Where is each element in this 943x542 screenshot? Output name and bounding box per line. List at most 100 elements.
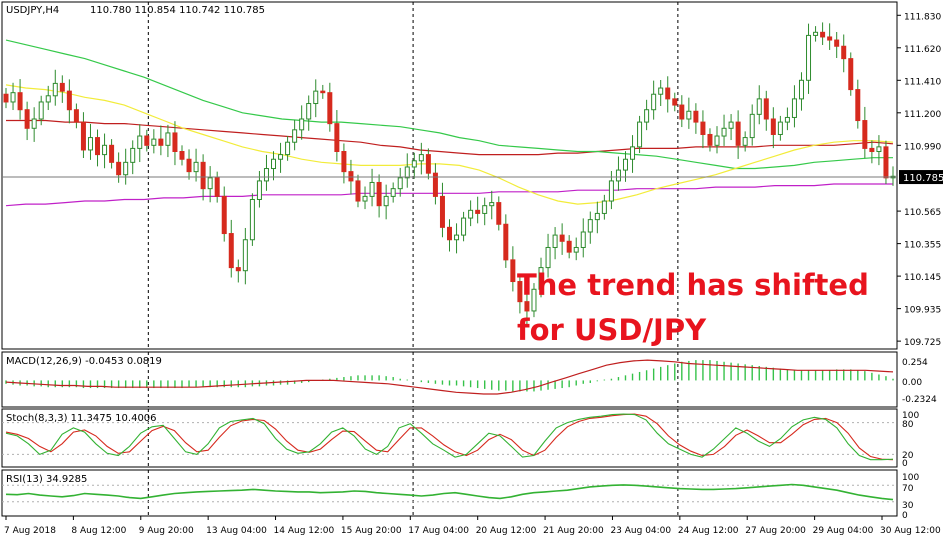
candle-up (728, 121, 734, 129)
candle-down (834, 39, 840, 47)
candle-down (432, 172, 438, 197)
candle-down (770, 118, 776, 135)
price-tick-label: 110.990 (904, 142, 941, 152)
candle-up (454, 234, 460, 241)
ma-mid-line (5, 39, 893, 170)
ma-long-line (5, 183, 893, 207)
stoch-main-line (5, 413, 894, 461)
candle-down (355, 180, 361, 202)
candle-up (594, 212, 600, 221)
candle-up (31, 118, 37, 129)
candle-down (59, 82, 65, 92)
stoch-tick-20: 20 (902, 451, 914, 461)
candle-up (369, 181, 375, 197)
price-tick-label: 111.200 (904, 110, 941, 120)
candle-down (186, 158, 192, 173)
candle-up (489, 202, 495, 207)
annotation-line-1: The trend has shifted (517, 268, 869, 302)
candle-down (559, 234, 565, 242)
candle-up (10, 92, 16, 103)
candle-down (80, 121, 86, 151)
symbol-header: USDJPY,H4 (6, 5, 59, 16)
candle-down (334, 123, 340, 153)
candle-up (482, 205, 488, 214)
time-tick-label: 7 Aug 2018 (4, 526, 56, 536)
candle-up (38, 101, 44, 120)
stoch-signal-line (5, 413, 894, 461)
price-tick-label: 110.145 (904, 273, 941, 283)
time-tick-label: 30 Aug 12:00 (880, 526, 941, 536)
candle-up (630, 146, 636, 160)
candle-down (66, 90, 72, 111)
candle-up (299, 118, 305, 131)
candle-down (517, 281, 523, 303)
candle-down (341, 151, 347, 173)
stochastic-pane[interactable]: Stoch(8,3,3) 11.3475 10.4006 100 80 20 0 (1, 408, 919, 469)
stochastic-header: Stoch(8,3,3) 11.3475 10.4006 (6, 413, 157, 424)
rsi-pane-border (1, 469, 898, 517)
candle-up (383, 195, 389, 207)
macd-signal-line (5, 359, 894, 395)
candle-down (475, 209, 481, 214)
candle-up (545, 246, 551, 269)
candle-up (468, 209, 474, 219)
macd-pane[interactable]: MACD(12,26,9) -0.0453 0.0819 0.254 0.00 … (1, 351, 937, 408)
candle-up (390, 188, 396, 197)
candle-up (580, 231, 586, 248)
candle-down (693, 110, 699, 123)
candle-down (172, 132, 178, 153)
candle-down (672, 98, 678, 106)
candle-down (320, 90, 326, 94)
candle-up (742, 137, 748, 146)
stochastic-lines (2, 413, 897, 461)
candle-down (820, 31, 826, 38)
price-tick-label: 111.410 (904, 77, 941, 87)
candle-down (869, 147, 875, 153)
candle-down (109, 144, 115, 163)
candle-up (622, 158, 628, 171)
price-tick-label: 111.620 (904, 45, 941, 55)
candle-down (73, 109, 79, 123)
candle-down (855, 89, 861, 122)
candle-up (721, 127, 727, 137)
candle-down (221, 195, 227, 235)
stochastic-pane-border (1, 408, 898, 468)
candle-up (637, 121, 643, 148)
time-tick-label: 27 Aug 20:00 (745, 526, 806, 536)
candle-down (827, 36, 833, 41)
price-tick-label: 110.565 (904, 208, 941, 218)
time-tick-label: 8 Aug 12:00 (71, 526, 126, 536)
candle-up (658, 87, 664, 95)
rsi-tick-30: 30 (902, 501, 914, 511)
macd-signal (5, 359, 894, 395)
candle-down (503, 223, 509, 261)
price-tick-label: 110.355 (904, 241, 941, 251)
candle-down (848, 58, 854, 91)
rsi-tick-0: 0 (902, 511, 908, 521)
candle-up (87, 137, 93, 151)
stoch-tick-0: 0 (902, 459, 908, 469)
candle-down (158, 138, 164, 146)
candle-up (397, 177, 403, 190)
candle-up (651, 93, 657, 111)
candle-up (123, 161, 129, 176)
candle-down (763, 98, 769, 120)
rsi-header: RSI(13) 34.9285 (6, 474, 87, 485)
price-pane[interactable]: USDJPY,H4 110.780 110.854 110.742 110.78… (1, 1, 898, 350)
candle-down (235, 267, 241, 272)
time-tick-label: 23 Aug 04:00 (610, 526, 671, 536)
candle-up (552, 234, 558, 248)
candle-up (876, 146, 882, 153)
candle-up (777, 121, 783, 135)
rsi-pane[interactable]: RSI(13) 34.9285 100 70 30 0 (1, 469, 919, 521)
candle-down (439, 195, 445, 228)
candle-up (165, 132, 171, 146)
candle-down (376, 181, 382, 207)
moving-averages (5, 39, 894, 207)
candle-up (749, 113, 755, 139)
stoch-tick-80: 80 (902, 420, 914, 430)
time-tick-label: 24 Aug 12:00 (678, 526, 739, 536)
candle-down (665, 87, 671, 100)
candle-up (538, 267, 544, 290)
candle-down (179, 151, 185, 160)
